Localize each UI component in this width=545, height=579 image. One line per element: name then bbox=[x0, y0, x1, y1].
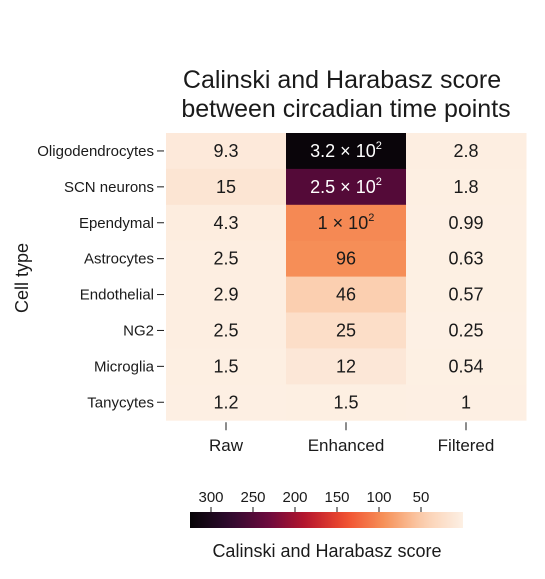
chart-title-line-1: Calinski and Harabasz score bbox=[183, 66, 501, 94]
heatmap-cell bbox=[286, 133, 407, 170]
column-labels: Raw Enhanced Filtered bbox=[209, 422, 494, 455]
colorbar-tick-label: 100 bbox=[366, 489, 391, 506]
heatmap-cells: 9.3 3.2 × 102 2.8 15 2.5 × 102 1.8 4.3 1 × 102 0… bbox=[166, 133, 527, 421]
column-label: Enhanced bbox=[308, 436, 385, 455]
heatmap-cell bbox=[166, 348, 287, 385]
heatmap-cell bbox=[286, 348, 407, 385]
heatmap-cell bbox=[286, 240, 407, 278]
colorbar-tick-label: 250 bbox=[240, 489, 265, 506]
heatmap-cell bbox=[286, 204, 407, 242]
cell-label: 1.5 bbox=[333, 392, 358, 412]
cell-label: 1.5 bbox=[213, 356, 238, 376]
heatmap-cell bbox=[406, 168, 527, 206]
cell-label: 15 bbox=[216, 177, 236, 197]
cell-label: 96 bbox=[336, 249, 356, 269]
heatmap-cell bbox=[166, 384, 287, 421]
colorbar bbox=[190, 512, 463, 528]
heatmap-cell bbox=[166, 276, 287, 313]
heatmap-cell bbox=[406, 240, 527, 278]
heatmap-cell bbox=[406, 348, 527, 385]
cell-label: 0.99 bbox=[448, 213, 483, 233]
cell-label: 25 bbox=[336, 320, 356, 340]
heatmap-cell bbox=[286, 168, 407, 206]
cell-label: 2.8 bbox=[453, 141, 478, 161]
cell-label: 0.25 bbox=[448, 320, 483, 340]
cell-label: 1 × 102 bbox=[318, 212, 375, 233]
cell-label: 2.5 bbox=[213, 320, 238, 340]
row-label: NG2 bbox=[123, 322, 154, 339]
heatmap-cell bbox=[286, 384, 407, 421]
colorbar-tick-label: 150 bbox=[324, 489, 349, 506]
cell-label: 46 bbox=[336, 285, 356, 305]
cell-label: 1.8 bbox=[453, 177, 478, 197]
cell-label: 1 bbox=[461, 392, 471, 412]
heatmap-cell bbox=[406, 204, 527, 242]
row-label: Tanycytes bbox=[87, 394, 154, 411]
heatmap-cell bbox=[166, 240, 287, 278]
cell-label: 0.54 bbox=[448, 356, 483, 376]
cell-label: 9.3 bbox=[213, 141, 238, 161]
cell-label: 2.5 bbox=[213, 249, 238, 269]
heatmap-cell bbox=[406, 312, 527, 349]
colorbar-label: Calinski and Harabasz score bbox=[212, 541, 441, 561]
column-label: Raw bbox=[209, 436, 244, 455]
column-label: Filtered bbox=[438, 436, 495, 455]
heatmap-cell bbox=[166, 133, 287, 170]
heatmap-cell bbox=[286, 312, 407, 349]
colorbar-ticks: 300 250 200 150 100 50 bbox=[198, 489, 429, 512]
colorbar-tick-label: 300 bbox=[198, 489, 223, 506]
colorbar-tick-label: 200 bbox=[282, 489, 307, 506]
cell-label: 4.3 bbox=[213, 213, 238, 233]
cell-label: 2.5 × 102 bbox=[310, 176, 382, 197]
row-label: Endothelial bbox=[80, 287, 154, 304]
cell-label: 0.63 bbox=[448, 249, 483, 269]
row-label: Ependymal bbox=[79, 215, 154, 232]
row-label: SCN neurons bbox=[64, 179, 154, 196]
cell-label: 2.9 bbox=[213, 285, 238, 305]
row-label: Astrocytes bbox=[84, 251, 154, 268]
colorbar-tick-label: 50 bbox=[413, 489, 430, 506]
row-label: Oligodendrocytes bbox=[37, 143, 154, 160]
heatmap-cell bbox=[406, 384, 527, 421]
heatmap-cell bbox=[406, 133, 527, 170]
row-label: Microglia bbox=[94, 358, 155, 375]
heatmap-cell bbox=[406, 276, 527, 313]
cell-label: 3.2 × 102 bbox=[310, 140, 382, 161]
heatmap-cell bbox=[166, 204, 287, 242]
heatmap-cell bbox=[166, 168, 287, 206]
heatmap-cell bbox=[166, 312, 287, 349]
row-labels: Oligodendrocytes SCN neurons Ependymal Astr… bbox=[37, 143, 164, 411]
chart-title-line-2: between circadian time points bbox=[181, 95, 510, 123]
cell-label: 1.2 bbox=[213, 392, 238, 412]
heatmap-cell bbox=[286, 276, 407, 313]
y-axis-title: Cell type bbox=[12, 243, 32, 313]
cell-label: 0.57 bbox=[448, 285, 483, 305]
cell-label: 12 bbox=[336, 356, 356, 376]
